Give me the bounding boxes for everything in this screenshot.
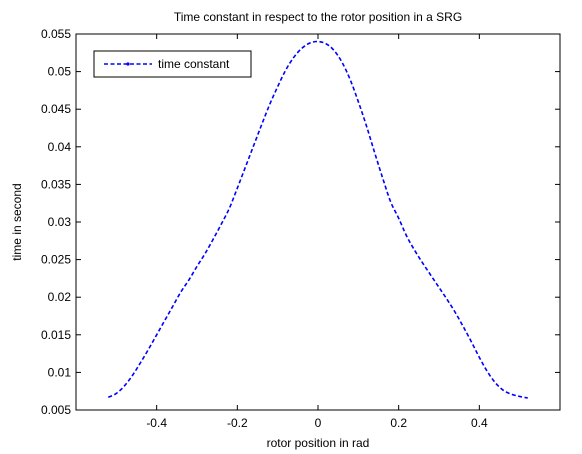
y-axis-title: time in second — [10, 183, 24, 260]
x-axis-title: rotor position in rad — [267, 436, 370, 450]
y-tick-label: 0.025 — [41, 253, 71, 267]
y-tick-label: 0.03 — [48, 215, 72, 229]
y-axis: 0.005 0.01 0.015 0.02 0.025 0.03 0.035 0.04 0.04… — [41, 27, 560, 417]
y-tick-label: 0.005 — [41, 403, 71, 417]
plot-area — [75, 33, 561, 411]
chart-title: Time constant in respect to the rotor po… — [174, 10, 462, 24]
legend: time constant — [93, 50, 252, 78]
y-tick-label: 0.05 — [48, 65, 72, 79]
y-tick-label: 0.015 — [41, 328, 71, 342]
x-tick-label: -0.4 — [146, 416, 167, 430]
legend-marker — [126, 62, 130, 66]
legend-label: time constant — [158, 57, 230, 71]
y-tick-label: 0.045 — [41, 102, 71, 116]
x-tick-label: 0 — [315, 416, 322, 430]
x-axis: -0.4 -0.2 0 0.2 0.4 — [146, 34, 488, 430]
y-tick-label: 0.055 — [41, 27, 71, 41]
x-tick-label: 0.2 — [390, 416, 407, 430]
y-tick-label: 0.01 — [48, 365, 72, 379]
series-layer — [107, 40, 528, 399]
y-tick-label: 0.02 — [48, 290, 72, 304]
series-line — [107, 40, 528, 399]
x-tick-label: -0.2 — [227, 416, 248, 430]
y-tick-label: 0.04 — [48, 140, 72, 154]
y-tick-label: 0.035 — [41, 177, 71, 191]
x-tick-label: 0.4 — [471, 416, 488, 430]
